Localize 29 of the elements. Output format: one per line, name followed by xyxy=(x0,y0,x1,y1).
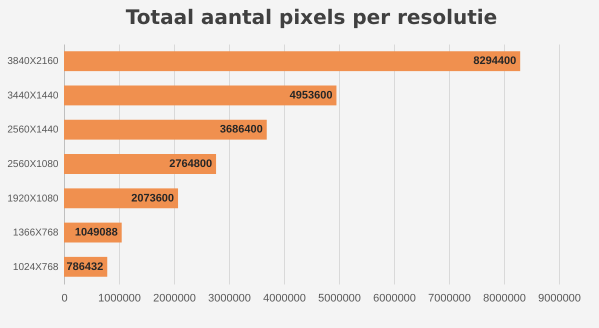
x-tick-label: 7000000 xyxy=(428,292,471,304)
data-label: 4953600 xyxy=(290,89,332,102)
y-tick-label: 2560X1080 xyxy=(7,159,59,170)
y-tick-label: 3440X1440 xyxy=(7,90,59,102)
bar xyxy=(64,51,520,72)
chart-title: Totaal aantal pixels per resolutie xyxy=(126,5,498,29)
y-tick-label: 1024X768 xyxy=(12,262,59,273)
x-tick-label: 6000000 xyxy=(373,292,416,304)
x-tick-label: 8000000 xyxy=(483,292,526,304)
y-tick-label: 3840X2160 xyxy=(7,56,59,68)
x-tick-label: 5000000 xyxy=(318,292,361,304)
x-tick-label: 4000000 xyxy=(263,292,306,304)
y-tick-label: 1920X1080 xyxy=(7,193,59,204)
x-tick-label: 0 xyxy=(61,292,68,304)
x-tick-label: 9000000 xyxy=(538,292,581,304)
data-label: 2073600 xyxy=(131,192,174,204)
data-label: 1049088 xyxy=(74,226,118,239)
y-tick-label: 1366X768 xyxy=(12,228,59,239)
bar xyxy=(64,154,216,174)
x-tick-label: 3000000 xyxy=(208,292,251,304)
x-tick-label: 2000000 xyxy=(153,292,196,304)
data-label: 2764800 xyxy=(169,158,212,170)
data-label: 786432 xyxy=(66,260,104,273)
bar xyxy=(64,120,267,140)
data-label: 8294400 xyxy=(473,55,516,68)
y-tick-label: 2560X1440 xyxy=(7,124,59,136)
bar xyxy=(64,85,336,106)
data-label: 3686400 xyxy=(220,124,263,136)
x-tick-label: 1000000 xyxy=(98,292,141,304)
